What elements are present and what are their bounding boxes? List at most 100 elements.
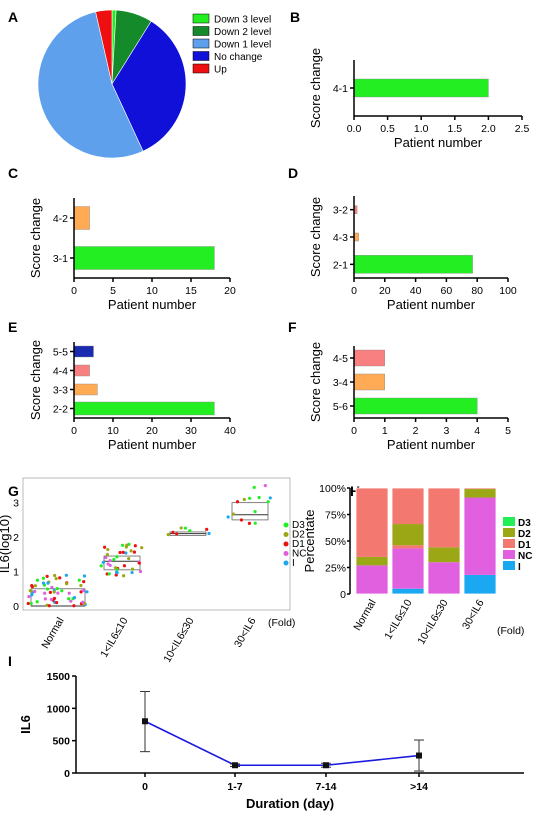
- legend-label: D3: [518, 518, 531, 529]
- data-point: [67, 591, 71, 595]
- data-point: [55, 601, 59, 605]
- x-axis-label: Duration (day): [246, 796, 334, 811]
- data-point: [183, 526, 188, 530]
- x-tick-label: 0: [142, 781, 148, 793]
- stacked-bar-segment: [356, 565, 388, 594]
- y-tick-label: 1500: [47, 671, 71, 683]
- pie-slice: [111, 20, 187, 152]
- pie-slice: [95, 9, 113, 85]
- x-tick-label: 20: [146, 425, 158, 437]
- legend-swatch: [503, 539, 515, 548]
- data-point: [52, 590, 56, 594]
- y-tick-label: 25%: [325, 563, 346, 575]
- x-tick-label: 20: [224, 285, 236, 297]
- x-axis-label: Patient number: [387, 297, 476, 312]
- data-point: [50, 585, 54, 589]
- data-point: [242, 497, 246, 502]
- y-tick-label: 4-1: [333, 83, 348, 95]
- data-point: [105, 552, 110, 557]
- x-tick-label: 100: [499, 285, 517, 297]
- data-point: [137, 561, 141, 565]
- legend-label: D1: [518, 540, 531, 551]
- legend-marker: [283, 551, 289, 556]
- data-point: [247, 521, 252, 525]
- data-point: [107, 572, 111, 576]
- data-point: [108, 563, 112, 568]
- y-tick-label: 2-1: [333, 259, 348, 271]
- legend-swatch: [503, 561, 515, 570]
- data-point: [106, 547, 110, 552]
- x-tick-label: Normal: [39, 616, 66, 651]
- x-tick-label: 2.5: [515, 123, 530, 135]
- x-tick-label: 40: [224, 425, 236, 437]
- bar-outline: [463, 487, 497, 595]
- x-tick-label: 2.0: [481, 123, 496, 135]
- data-point: [41, 576, 45, 580]
- data-point: [72, 604, 76, 608]
- x-axis-label: Patient number: [387, 437, 476, 452]
- y-tick-label: 5-5: [53, 347, 68, 359]
- y-tick-label: 3-1: [53, 253, 68, 265]
- data-point: [115, 570, 119, 574]
- x-tick-label: 1: [382, 425, 388, 437]
- legend-label: NC: [292, 549, 306, 560]
- x-tick-label: 3: [443, 425, 449, 437]
- panel-label: C: [8, 165, 18, 181]
- box: [103, 555, 141, 571]
- x-tick-label: 1.0: [414, 123, 429, 135]
- data-point: [142, 718, 148, 725]
- data-point: [226, 515, 230, 519]
- data-point: [33, 589, 37, 594]
- data-point: [82, 574, 87, 578]
- y-tick-label: 1: [13, 567, 19, 579]
- stacked-bar-segment: [392, 548, 424, 589]
- x-tick-label: 1-7: [227, 781, 242, 793]
- stacked-bar-segment: [428, 547, 460, 563]
- data-point: [101, 560, 105, 564]
- x-tick-label: 20: [379, 285, 391, 297]
- x-tick-label: 30: [185, 425, 197, 437]
- data-point: [41, 581, 46, 585]
- pie-slice: [37, 11, 144, 159]
- stacked-bar-segment: [356, 488, 388, 557]
- bar: [353, 78, 489, 98]
- data-point: [257, 495, 261, 500]
- y-tick-label: 75%: [325, 510, 346, 522]
- data-point: [207, 531, 211, 536]
- legend-swatch: [503, 517, 515, 526]
- y-tick-label: 3-4: [333, 377, 348, 389]
- data-point: [47, 604, 51, 608]
- bar: [353, 397, 478, 415]
- y-axis-label: Score change: [308, 342, 323, 422]
- y-tick-label: 4-2: [53, 213, 68, 225]
- x-tick-label: 5: [505, 425, 511, 437]
- data-point: [26, 601, 30, 606]
- legend-marker: [283, 522, 289, 528]
- stacked-bar-segment: [392, 488, 424, 525]
- data-point: [112, 557, 116, 562]
- panel-label: A: [8, 9, 18, 25]
- legend-swatch: [192, 63, 210, 74]
- data-point: [35, 600, 39, 604]
- data-point: [263, 484, 267, 488]
- data-point: [133, 544, 137, 548]
- data-point: [266, 500, 270, 504]
- x-tick-label: 7-14: [315, 781, 336, 793]
- bar: [353, 255, 473, 274]
- legend-label: Down 1 level: [214, 40, 271, 51]
- data-point: [56, 591, 60, 595]
- y-axis-label: Score change: [308, 197, 323, 277]
- data-point: [29, 601, 33, 606]
- legend-marker: [283, 532, 289, 537]
- data-point: [232, 762, 238, 769]
- data-point: [46, 581, 50, 585]
- data-point: [79, 583, 83, 588]
- data-point: [77, 578, 81, 582]
- legend-swatch: [192, 26, 210, 36]
- bar: [73, 364, 90, 377]
- data-point: [30, 593, 34, 597]
- data-point: [48, 590, 52, 594]
- data-point: [235, 500, 240, 504]
- legend-label: D2: [292, 530, 305, 541]
